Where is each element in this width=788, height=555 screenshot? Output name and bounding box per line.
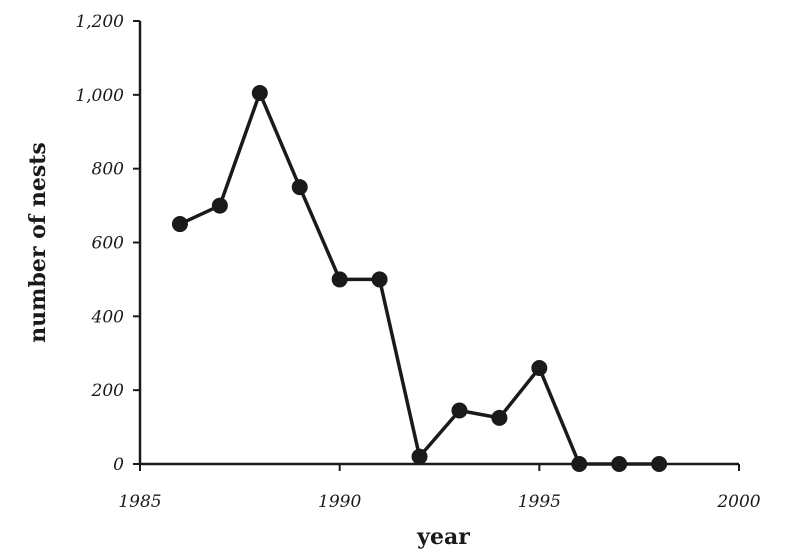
series-group <box>171 84 668 472</box>
data-point <box>371 271 388 288</box>
y-tick-label: 600 <box>92 234 125 254</box>
y-tick-label: 0 <box>113 455 124 475</box>
y-tick-label: 200 <box>91 381 125 401</box>
y-tick-label: 800 <box>92 160 125 180</box>
data-point <box>291 179 308 196</box>
y-tick-label: 1,000 <box>75 86 124 106</box>
data-point <box>651 456 668 472</box>
y-tick-label: 1,200 <box>75 12 124 32</box>
data-point <box>211 197 228 214</box>
data-point <box>171 216 188 233</box>
y-axis-title: number of nests <box>25 142 51 343</box>
y-axis-ticks: 0 200 400 600 800 1,000 1,200 <box>75 12 140 475</box>
x-tick-label: 1995 <box>518 492 561 512</box>
data-point <box>611 456 628 472</box>
data-point <box>571 456 588 472</box>
data-point <box>331 271 348 288</box>
data-point <box>531 360 548 377</box>
x-tick-label: 1990 <box>318 492 361 512</box>
data-point <box>491 409 508 426</box>
data-point <box>451 402 468 419</box>
x-tick-label: 1985 <box>118 492 161 512</box>
axes <box>138 21 739 466</box>
data-point <box>251 84 268 101</box>
x-axis-title: year <box>416 524 470 550</box>
series-line <box>179 91 660 466</box>
x-tick-label: 2000 <box>716 492 760 512</box>
x-axis-ticks: 1985 1990 1995 2000 <box>118 464 761 512</box>
data-point <box>411 448 428 465</box>
y-tick-label: 400 <box>91 307 125 327</box>
